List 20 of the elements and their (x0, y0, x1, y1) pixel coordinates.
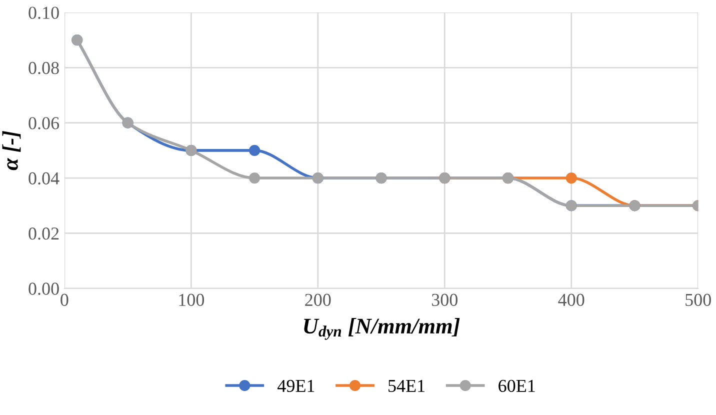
legend-label: 54E1 (388, 380, 425, 392)
x-tick-label: 200 (305, 294, 331, 306)
point (566, 172, 577, 184)
x-tick-label: 500 (686, 294, 711, 306)
x-tick-label: 100 (179, 294, 204, 306)
x-tick-label: 300 (432, 294, 458, 306)
y-tick-label: 0.02 (28, 227, 59, 240)
y-tick-label: 0.10 (28, 6, 59, 19)
point (248, 144, 260, 156)
x-tick-label: 400 (558, 294, 584, 306)
y-tick-label: 0.08 (28, 62, 59, 74)
legend-label: 49E1 (278, 380, 314, 392)
point (248, 172, 260, 184)
y-axis-title: α [-] (2, 130, 21, 170)
y-tick-label: 0.04 (28, 172, 60, 185)
x-tick-label: 0 (60, 294, 68, 306)
legend-label: 60E1 (498, 380, 535, 392)
y-tick-label: 0.00 (28, 282, 59, 295)
y-tick-label: 0.06 (28, 117, 60, 130)
x-axis-title: U$_{dyn}$ [N/mm/mm] (304, 318, 460, 340)
